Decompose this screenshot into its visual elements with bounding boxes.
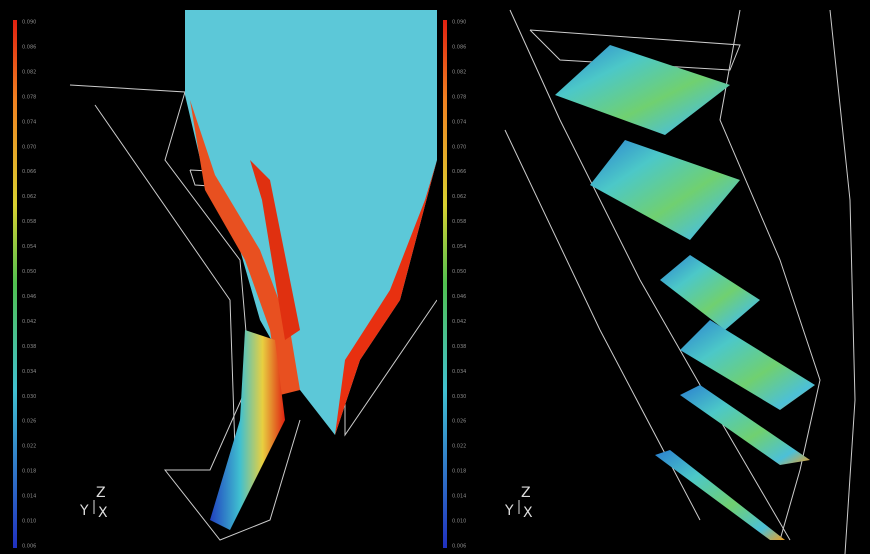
colorbar-label: 0.090 xyxy=(452,20,466,26)
colorbar-label: 0.070 xyxy=(22,144,36,150)
colorbar-label: 0.078 xyxy=(452,94,466,100)
colorbar-label: 0.058 xyxy=(22,219,36,225)
colorbar-label: 0.086 xyxy=(22,44,36,50)
colorbar-label: 0.042 xyxy=(452,319,466,325)
slab xyxy=(655,450,785,540)
right-panel xyxy=(437,8,856,554)
colorbar-label: 0.018 xyxy=(22,469,36,475)
colorbar xyxy=(13,20,17,548)
colorbar-label: 0.026 xyxy=(452,419,466,425)
contour-jet xyxy=(210,330,285,530)
colorbar-label: 0.050 xyxy=(22,269,36,275)
slab xyxy=(555,45,730,135)
colorbar-label: 0.050 xyxy=(452,269,466,275)
slab xyxy=(660,255,760,330)
axis-label-z: Z xyxy=(96,485,106,501)
axis-label-z: Z xyxy=(521,485,531,501)
colorbar-label: 0.042 xyxy=(22,319,36,325)
colorbar-label: 0.074 xyxy=(22,119,36,125)
axis-label-y: Y xyxy=(504,503,514,519)
colorbar-label: 0.078 xyxy=(22,94,36,100)
colorbar-label: 0.074 xyxy=(452,119,466,125)
colorbar-label: 0.086 xyxy=(452,44,466,50)
colorbar-label: 0.014 xyxy=(452,494,466,500)
colorbar-label: 0.010 xyxy=(22,519,36,525)
colorbar-label: 0.034 xyxy=(452,369,466,375)
colorbar-label: 0.038 xyxy=(22,344,36,350)
colorbar-label: 0.082 xyxy=(22,69,36,75)
colorbar-label: 0.006 xyxy=(452,544,466,550)
contour-edge xyxy=(335,160,437,435)
slab xyxy=(680,385,810,465)
colorbar-label: 0.054 xyxy=(452,244,466,250)
axis-label-x: X xyxy=(98,505,108,521)
colorbar-label: 0.070 xyxy=(452,144,466,150)
colorbar-label: 0.010 xyxy=(452,519,466,525)
colorbar-label: 0.046 xyxy=(452,294,466,300)
colorbar-label: 0.062 xyxy=(452,194,466,200)
colorbar-label: 0.058 xyxy=(452,219,466,225)
colorbar-label: 0.022 xyxy=(22,444,36,450)
colorbar-label: 0.006 xyxy=(22,544,36,550)
slab xyxy=(590,140,740,240)
colorbar-label: 0.090 xyxy=(22,20,36,26)
colorbar-label: 0.066 xyxy=(22,169,36,175)
divider xyxy=(437,8,443,554)
colorbar-label: 0.014 xyxy=(22,494,36,500)
slab xyxy=(680,320,815,410)
colorbar-label: 0.026 xyxy=(22,419,36,425)
colorbar-label: 0.030 xyxy=(452,394,466,400)
left-panel xyxy=(13,10,438,548)
contour-jet xyxy=(250,160,300,340)
colorbar-label: 0.022 xyxy=(452,444,466,450)
colorbar-label: 0.030 xyxy=(22,394,36,400)
colorbar-label: 0.034 xyxy=(22,369,36,375)
colorbar xyxy=(443,20,447,548)
colorbar-label: 0.062 xyxy=(22,194,36,200)
colorbar-label: 0.018 xyxy=(452,469,466,475)
colorbar-label: 0.066 xyxy=(452,169,466,175)
colorbar-label: 0.054 xyxy=(22,244,36,250)
colorbar-label: 0.038 xyxy=(452,344,466,350)
contour-edge xyxy=(190,100,300,395)
colorbar-label: 0.046 xyxy=(22,294,36,300)
colorbar-label: 0.082 xyxy=(452,69,466,75)
axis-label-x: X xyxy=(523,505,533,521)
axis-label-y: Y xyxy=(79,503,89,519)
